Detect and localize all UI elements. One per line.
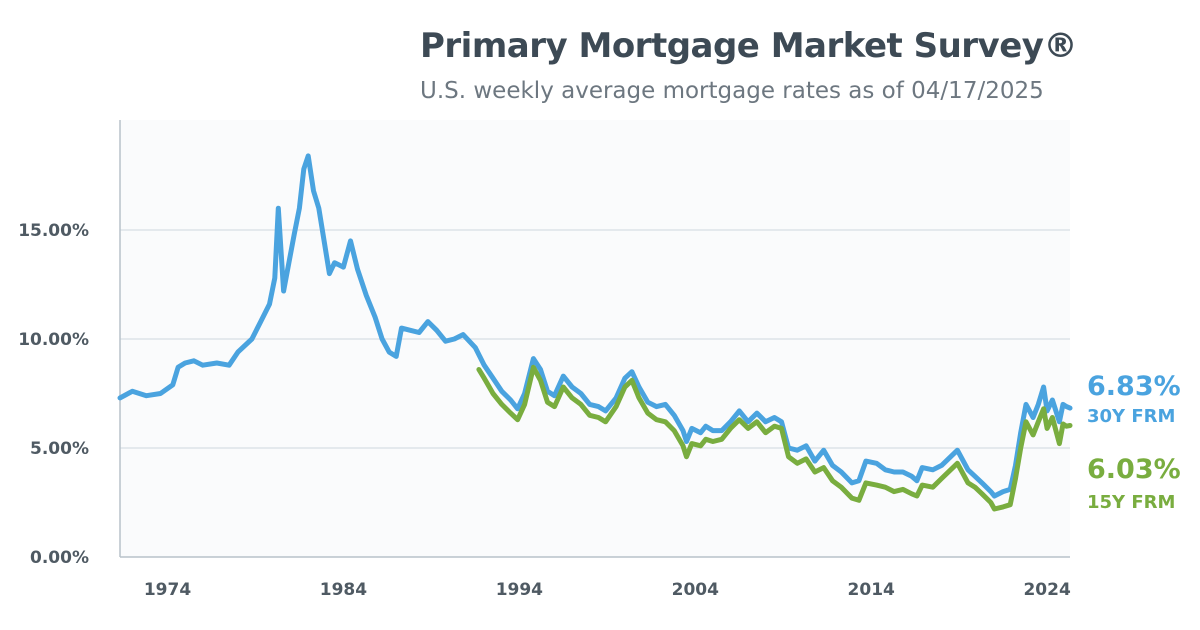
- series-name-label: 15Y FRM: [1087, 492, 1175, 513]
- series-name-label: 30Y FRM: [1087, 406, 1175, 427]
- series-lines: [117, 153, 1073, 512]
- x-tick-labels: 1974 1984 1994 2004 2014 2024: [144, 580, 1071, 600]
- series-line-30y-frm: [117, 153, 1073, 499]
- x-tick-label: 1994: [496, 580, 543, 600]
- x-tick-label: 2024: [1023, 580, 1070, 600]
- y-tick-labels: 0.00% 5.00% 10.00% 15.00%: [18, 221, 89, 568]
- y-tick-label: 5.00%: [30, 439, 89, 459]
- y-tick-label: 10.00%: [18, 330, 89, 350]
- chart-title: Primary Mortgage Market Survey®: [420, 26, 1077, 66]
- end-value-label: 6.03%: [1087, 454, 1181, 485]
- series-line-15y-frm: [476, 364, 1073, 512]
- end-labels: 6.83% 30Y FRM 6.03% 15Y FRM: [1087, 371, 1181, 513]
- chart-subtitle: U.S. weekly average mortgage rates as of…: [420, 78, 1044, 104]
- x-tick-label: 1984: [320, 580, 367, 600]
- x-tick-label: 2004: [672, 580, 719, 600]
- y-tick-label: 0.00%: [30, 548, 89, 568]
- x-tick-label: 2014: [848, 580, 895, 600]
- end-value-label: 6.83%: [1087, 371, 1181, 402]
- y-tick-label: 15.00%: [18, 221, 89, 241]
- x-tick-label: 1974: [144, 580, 191, 600]
